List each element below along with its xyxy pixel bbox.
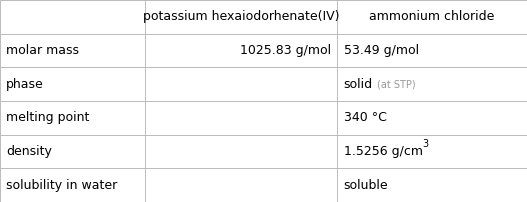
Bar: [337, 101, 527, 135]
Text: density: density: [6, 145, 52, 158]
Bar: [0, 67, 145, 101]
Text: 3: 3: [423, 139, 429, 149]
Bar: [145, 168, 337, 202]
Bar: [0, 168, 145, 202]
Bar: [0, 135, 145, 168]
Text: 1025.83 g/mol: 1025.83 g/mol: [240, 44, 331, 57]
Bar: [337, 135, 527, 168]
Bar: [0, 0, 145, 34]
Text: molar mass: molar mass: [6, 44, 80, 57]
Text: ammonium chloride: ammonium chloride: [369, 10, 495, 23]
Text: solid: solid: [344, 78, 373, 91]
Text: (at STP): (at STP): [377, 79, 416, 89]
Bar: [145, 34, 337, 67]
Bar: [145, 67, 337, 101]
Bar: [0, 101, 145, 135]
Bar: [0, 34, 145, 67]
Text: 53.49 g/mol: 53.49 g/mol: [344, 44, 419, 57]
Text: 340 °C: 340 °C: [344, 111, 386, 124]
Bar: [145, 101, 337, 135]
Bar: [337, 34, 527, 67]
Bar: [145, 135, 337, 168]
Text: solubility in water: solubility in water: [6, 179, 118, 192]
Bar: [337, 168, 527, 202]
Text: 1.5256 g/cm: 1.5256 g/cm: [344, 145, 423, 158]
Text: phase: phase: [6, 78, 44, 91]
Text: melting point: melting point: [6, 111, 90, 124]
Text: soluble: soluble: [344, 179, 388, 192]
Bar: [337, 0, 527, 34]
Text: potassium hexaiodorhenate(IV): potassium hexaiodorhenate(IV): [143, 10, 339, 23]
Bar: [337, 67, 527, 101]
Bar: [145, 0, 337, 34]
